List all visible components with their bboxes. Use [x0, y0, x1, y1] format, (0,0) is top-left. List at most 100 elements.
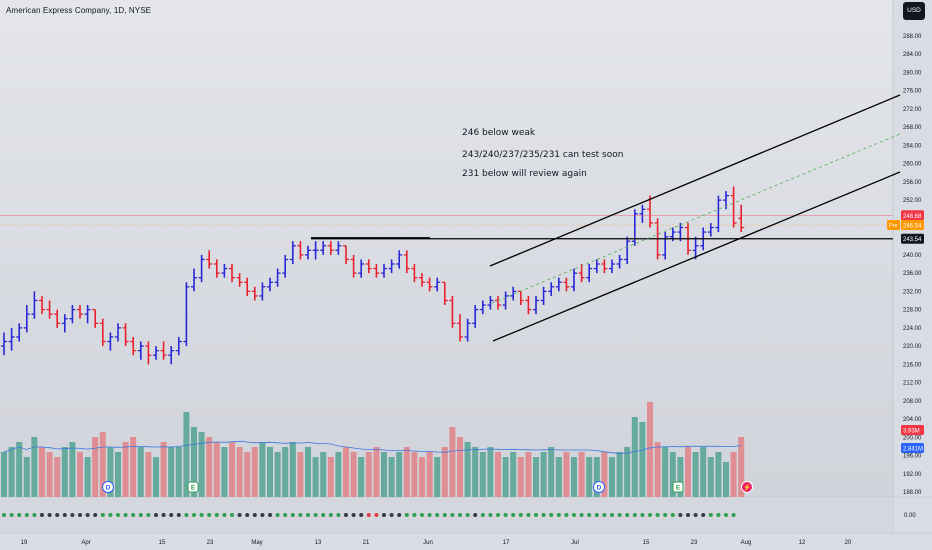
price-tick-label: 200.00	[903, 435, 922, 441]
indicator-dot	[222, 513, 227, 517]
indicator-dot	[169, 513, 174, 517]
time-tick-label: 13	[315, 540, 322, 546]
volume-bar	[586, 457, 593, 497]
channel-upper-line[interactable]	[489, 94, 901, 267]
volume-bar	[312, 457, 319, 497]
volume-bar	[46, 452, 53, 497]
indicator-dot	[458, 513, 462, 517]
indicator-dot	[382, 513, 386, 517]
indicator-dot	[511, 513, 516, 517]
indicator-dot	[420, 513, 424, 517]
time-tick-label: Apr	[81, 540, 90, 546]
indicator-dot	[298, 513, 303, 517]
indicator-dot	[526, 513, 531, 517]
indicator-dot	[541, 513, 546, 517]
volume-bar	[99, 432, 106, 497]
indicator-dot	[146, 513, 151, 517]
volume-bar	[115, 452, 121, 497]
price-tick-label: 236.00	[903, 271, 922, 277]
volume-bar	[449, 427, 456, 497]
volume-bar	[487, 447, 494, 497]
volume-bar	[267, 447, 273, 497]
volume-bar	[130, 437, 137, 497]
indicator-dot	[321, 513, 326, 517]
indicator-dot	[708, 513, 713, 517]
indicator-dot	[100, 513, 105, 517]
price-axis[interactable]	[893, 0, 932, 550]
indicator-dot	[686, 513, 690, 517]
volume-bar	[61, 447, 68, 497]
price-tick-label: 228.00	[903, 308, 922, 314]
indicator-dot	[655, 513, 660, 517]
volume-bar	[358, 457, 365, 497]
price-tick-label: 224.00	[903, 326, 922, 332]
earnings-icon[interactable]	[672, 481, 684, 493]
indicator-dot	[85, 513, 90, 517]
earnings-icon[interactable]	[187, 481, 199, 493]
price-tick-label: 212.00	[903, 381, 922, 387]
channel-lower-line[interactable]	[492, 171, 901, 342]
indicator-dot	[138, 513, 143, 517]
volume-bar	[137, 447, 144, 497]
symbol-title[interactable]: American Express Company, 1D, NYSE	[6, 6, 152, 15]
pre-market-label: Pre	[889, 223, 898, 229]
volume-bar	[472, 447, 479, 497]
event-label: E	[676, 485, 681, 492]
pre-market-badge	[887, 220, 900, 231]
price-tick-label: 216.00	[903, 362, 922, 368]
indicator-dot	[116, 513, 120, 517]
indicator-dot	[108, 513, 113, 517]
indicator-dot	[78, 513, 82, 517]
volume-bar	[685, 447, 691, 497]
time-tick-label: 15	[643, 540, 650, 546]
indicator-dot	[17, 513, 22, 517]
indicator-dot	[663, 513, 668, 517]
indicator-dot	[640, 513, 645, 517]
time-axis[interactable]	[0, 533, 932, 550]
indicator-dot	[306, 513, 310, 517]
volume-bar	[274, 452, 281, 497]
price-tick-label: 188.00	[903, 490, 922, 496]
volume-bar	[669, 452, 676, 497]
volume-bar	[578, 452, 585, 497]
volume-bar	[533, 457, 539, 497]
indicator-dot	[556, 513, 561, 517]
time-tick-label: 19	[21, 540, 28, 546]
event-label: D	[597, 485, 602, 492]
dividend-icon[interactable]	[593, 481, 605, 493]
volume-bar	[707, 457, 714, 497]
volume-bar	[738, 437, 745, 497]
volume-bar	[1, 452, 7, 497]
time-tick-label: Aug	[741, 540, 752, 546]
indicator-dot	[731, 513, 736, 517]
price-marker	[901, 210, 924, 221]
volume-bar	[411, 452, 418, 497]
indicator-dot	[192, 513, 196, 517]
volume-bar	[84, 457, 91, 497]
volume-bar	[320, 452, 327, 497]
time-tick-label: 21	[363, 540, 370, 546]
indicator-dot	[62, 513, 67, 517]
indicator-dot	[389, 513, 394, 517]
volume-bar	[145, 452, 152, 497]
currency-button[interactable]: USD	[903, 2, 925, 20]
price-tick-label: 288.00	[903, 34, 922, 40]
indicator-dot	[154, 513, 158, 517]
price-tick-label: 272.00	[903, 107, 922, 113]
dividend-icon[interactable]	[102, 481, 114, 493]
volume-bar	[426, 452, 433, 497]
volume-bar	[525, 452, 532, 497]
volume-bar	[662, 447, 669, 497]
indicator-dot	[473, 513, 478, 517]
indicator-dot	[617, 513, 622, 517]
volume-bar	[31, 437, 38, 497]
split-icon[interactable]	[741, 481, 753, 493]
indicator-dot	[625, 513, 630, 517]
price-marker-label: 243.54	[903, 237, 922, 243]
indicator-dot	[268, 513, 272, 517]
indicator-dot	[579, 513, 584, 517]
volume-marker	[901, 425, 924, 435]
indicator-dot	[518, 513, 523, 517]
volume-bar	[54, 457, 61, 497]
